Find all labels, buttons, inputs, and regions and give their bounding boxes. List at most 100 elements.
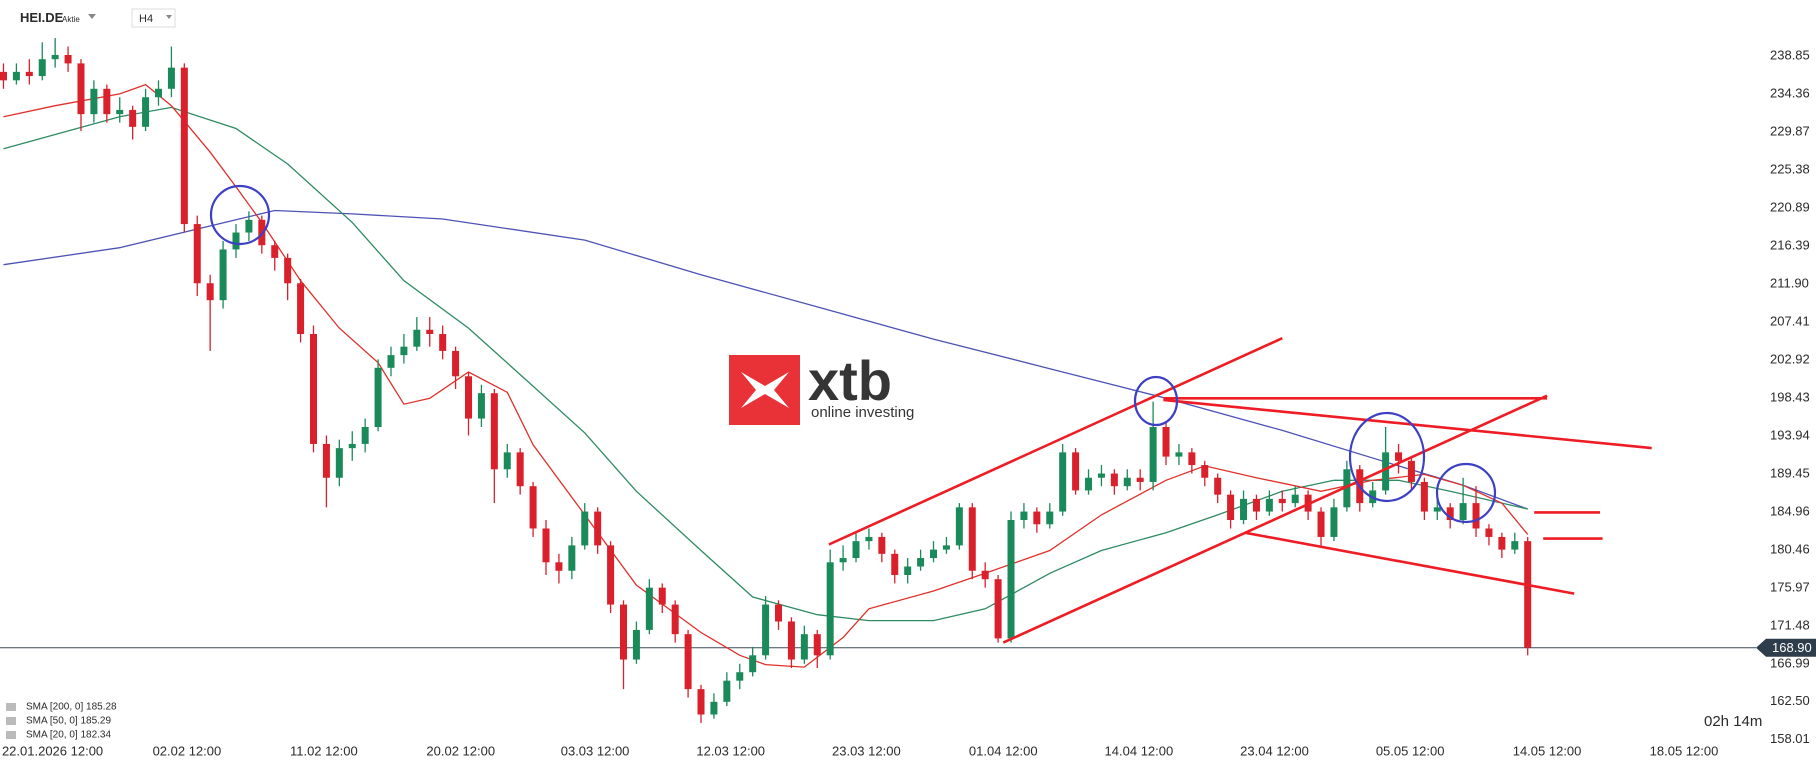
candle-body	[891, 553, 899, 575]
interval[interactable]: H4	[139, 13, 153, 25]
candle-body	[878, 536, 886, 554]
candle-body	[1020, 511, 1028, 521]
candle-body	[465, 376, 473, 419]
candle-body	[581, 511, 589, 546]
candle-body	[297, 283, 305, 334]
price-axis-bg	[1746, 0, 1816, 761]
candle-body	[1136, 477, 1144, 482]
candle-body	[1485, 528, 1493, 537]
candle-body	[749, 655, 757, 673]
circle	[1133, 375, 1179, 427]
candle-body	[490, 393, 498, 470]
x-tick-label: 02.02 12:00	[153, 743, 222, 758]
candle-body	[632, 629, 640, 660]
candle-body	[800, 634, 808, 660]
candle-body	[193, 224, 201, 284]
candle-body	[671, 604, 679, 635]
dropdown-arrow[interactable]	[88, 14, 96, 19]
legend-icon	[6, 703, 16, 711]
candle-body	[1407, 460, 1415, 482]
plot	[0, 38, 1756, 723]
tagline: online investing	[811, 404, 914, 421]
candle-body	[90, 88, 98, 115]
countdown: 02h 14m	[1704, 713, 1762, 730]
candle-body	[813, 634, 821, 656]
candle-body	[0, 71, 7, 81]
x-tick-label: 23.04 12:00	[1240, 743, 1309, 758]
candle-body	[1420, 481, 1428, 512]
candle-body	[322, 443, 330, 478]
candle-body	[1291, 494, 1299, 504]
x-tick-label: 20.02 12:00	[426, 743, 495, 758]
y-tick-label: 229.87	[1770, 124, 1810, 139]
candle-body	[555, 562, 563, 571]
y-tick-label: 238.85	[1770, 48, 1810, 63]
candle-body	[400, 346, 408, 356]
candle-body	[1395, 452, 1403, 461]
legend-icon	[6, 731, 16, 739]
candle-body	[917, 558, 925, 567]
x-tick-label: 14.04 12:00	[1105, 743, 1174, 758]
x-tick-label: 12.03 12:00	[696, 743, 765, 758]
candle-body	[1446, 507, 1454, 521]
candle-body	[1175, 452, 1183, 457]
candle-body	[710, 701, 718, 715]
candle-body	[64, 54, 72, 64]
candle-body	[413, 329, 421, 347]
candle-body	[930, 549, 938, 559]
candle-body	[1149, 427, 1157, 482]
y-tick-label: 225.38	[1770, 162, 1810, 177]
y-tick-label: 171.48	[1770, 617, 1810, 632]
candle-body	[1459, 503, 1467, 521]
y-tick-label: 211.90	[1770, 276, 1809, 291]
y-tick-label: 216.39	[1770, 238, 1810, 253]
watermark: xtb online investing	[729, 349, 914, 425]
candle-body	[981, 570, 989, 580]
candle-body	[723, 680, 731, 702]
x-tick-label: 03.03 12:00	[561, 743, 630, 758]
y-tick-label: 198.43	[1770, 389, 1810, 404]
candle-body	[1330, 507, 1338, 537]
candle-body	[1278, 498, 1286, 504]
candle-body	[865, 536, 873, 542]
interval-box[interactable]	[131, 8, 176, 28]
sma-line	[3, 209, 1528, 510]
candle-body	[1317, 511, 1325, 537]
legend-icon	[6, 717, 16, 725]
candle-body	[968, 507, 976, 571]
candle-body	[129, 109, 137, 127]
candle-body	[1046, 511, 1054, 525]
sma-line	[3, 106, 1528, 622]
candle-body	[374, 367, 382, 428]
circle	[1348, 411, 1426, 503]
candle-body	[1511, 541, 1519, 550]
y-tick-label: 234.36	[1770, 86, 1810, 101]
candle-body	[1524, 541, 1532, 648]
candle-body	[529, 486, 537, 529]
candle-body	[852, 541, 860, 559]
candle-body	[1072, 452, 1080, 491]
candle-body	[620, 604, 628, 660]
candle-body	[154, 88, 162, 98]
candle-body	[1085, 477, 1093, 491]
candle-body	[1382, 452, 1390, 491]
candle-body	[426, 329, 434, 334]
y-tick-label: 158.01	[1770, 731, 1810, 746]
candle-body	[335, 448, 343, 478]
candle-body	[309, 333, 317, 444]
legend-entry: SMA [200, 0] 185.28	[26, 702, 117, 713]
circles	[209, 184, 1497, 524]
candle-body	[503, 452, 511, 470]
candle-body	[1433, 507, 1441, 512]
candle-body	[116, 109, 124, 115]
candle-body	[180, 67, 188, 225]
x-tick-label: 14.05 12:00	[1513, 743, 1582, 758]
candle-body	[387, 355, 395, 368]
last-price-label: 168.90	[1772, 640, 1812, 655]
x-tick-label: 01.04 12:00	[969, 743, 1038, 758]
candle-body	[1033, 511, 1041, 525]
candle-body	[439, 333, 447, 351]
candle-body	[361, 427, 369, 444]
brand: xtb	[808, 349, 892, 412]
